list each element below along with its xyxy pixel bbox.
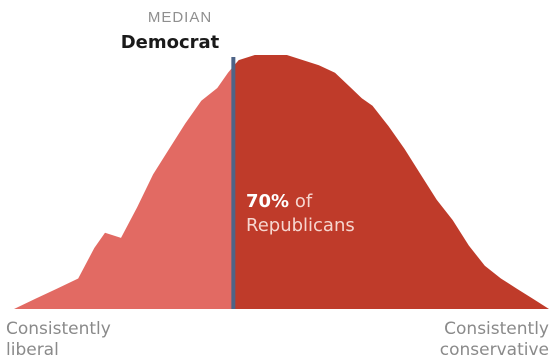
right-end-label-line2: conservative xyxy=(440,340,549,360)
left-end-label-line2: liberal xyxy=(6,340,59,360)
share-of-text: of xyxy=(289,191,313,212)
share-percent: 70% xyxy=(246,191,289,212)
share-annotation: 70% of xyxy=(246,191,313,212)
plot-area xyxy=(14,55,550,310)
median-kicker-label: MEDIAN xyxy=(148,9,212,26)
right-end-label-line1: Consistently xyxy=(444,319,549,339)
liberal-side-area xyxy=(14,66,234,310)
median-group-label: Democrat xyxy=(121,32,220,53)
left-end-label-line1: Consistently xyxy=(6,319,111,339)
share-group-label: Republicans xyxy=(246,215,355,236)
conservative-side-area xyxy=(233,55,550,309)
